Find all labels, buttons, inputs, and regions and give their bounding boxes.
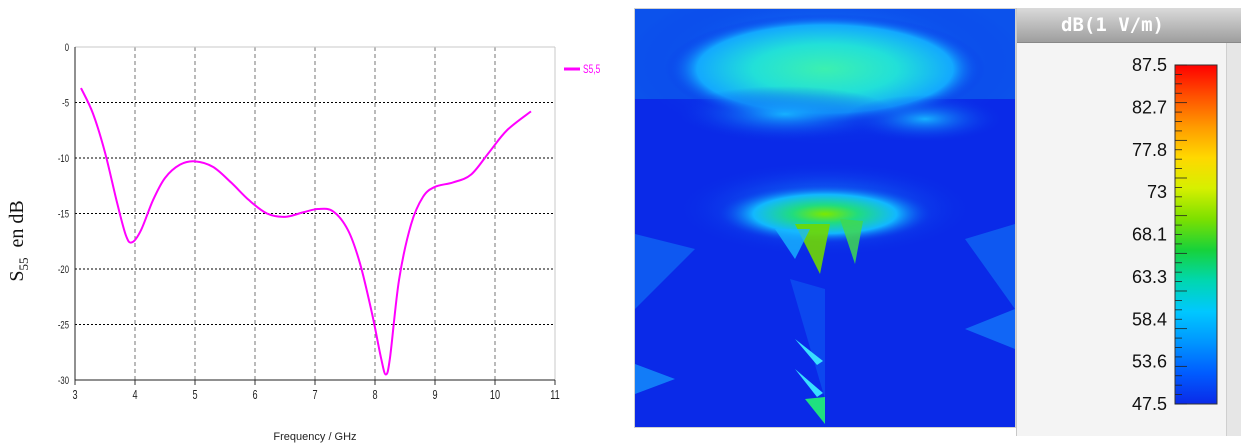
s55-chart: 0 -5 -10 -15 -20 -25 -30 3 4 5 6 7 8 9 10 11 S5,5 Frequ… xyxy=(0,0,620,446)
legend-scrollbar[interactable] xyxy=(1226,43,1241,436)
x-tick-label: 11 xyxy=(550,389,559,403)
field-map-image xyxy=(635,9,1015,427)
y-axis-label-subscript: 55 xyxy=(16,257,31,271)
colorbar-tick-label: 82.7 xyxy=(1132,97,1167,117)
x-tick-label: 3 xyxy=(72,389,77,403)
x-tick-label: 4 xyxy=(132,389,137,403)
y-tick-label: -20 xyxy=(58,264,69,277)
axes-layer: 0 -5 -10 -15 -20 -25 -303 4 5 6 7 8 9 10 11 xyxy=(58,42,560,403)
colorbar-tick-label: 63.3 xyxy=(1132,267,1167,287)
chart-legend: S5,5 xyxy=(564,64,600,77)
x-tick-label: 8 xyxy=(372,389,377,403)
s55-chart-svg: 0 -5 -10 -15 -20 -25 -303 4 5 6 7 8 9 10 11 S5,5 Frequ… xyxy=(58,42,601,443)
field-distribution-heatmap xyxy=(634,8,1016,428)
colorbar-tick-label: 87.5 xyxy=(1132,55,1167,75)
colorbar-tick-label: 68.1 xyxy=(1132,225,1167,245)
colorbar-tick-label: 53.6 xyxy=(1132,352,1167,372)
colorbar-tick-label: 73 xyxy=(1147,182,1167,202)
y-axis-label-main: S xyxy=(6,270,28,282)
colorbar-tick-label: 47.5 xyxy=(1132,394,1167,414)
y-tick-label: -15 xyxy=(58,208,69,221)
y-tick-label: -5 xyxy=(62,97,69,110)
color-scale: 87.5 82.7 77.8 73 68.1 63.3 58.4 53.6 47.5 xyxy=(1132,55,1218,414)
x-tick-label: 7 xyxy=(312,389,317,403)
x-tick-label: 6 xyxy=(252,389,257,403)
legend-label: S5,5 xyxy=(583,64,600,77)
colorbar-tick-label: 77.8 xyxy=(1132,140,1167,160)
colorbar-layer: 87.5 82.7 77.8 73 68.1 63.3 58.4 53.6 47.5 xyxy=(1132,55,1218,414)
x-tick-label: 9 xyxy=(432,389,437,403)
y-axis-label-unit: en dB xyxy=(6,200,28,248)
y-tick-label: -10 xyxy=(58,153,69,166)
series-line-s55 xyxy=(80,87,532,376)
series-layer xyxy=(80,87,532,376)
x-axis-label: Frequency / GHz xyxy=(273,431,356,443)
y-tick-label: -25 xyxy=(58,319,69,332)
y-tick-label: -30 xyxy=(58,375,69,388)
color-legend-panel: dB(1 V/m) 87.5 82.7 77.8 73 68.1 63.3 58.4 53.6… xyxy=(1016,8,1241,436)
color-legend-title: dB(1 V/m) xyxy=(1017,8,1241,43)
y-axis-label: S55 en dB xyxy=(6,186,32,296)
grid-layer xyxy=(75,47,555,380)
x-tick-label: 5 xyxy=(192,389,197,403)
y-tick-label: 0 xyxy=(65,42,69,55)
x-tick-label: 10 xyxy=(490,389,500,403)
colorbar-tick-label: 58.4 xyxy=(1132,309,1167,329)
